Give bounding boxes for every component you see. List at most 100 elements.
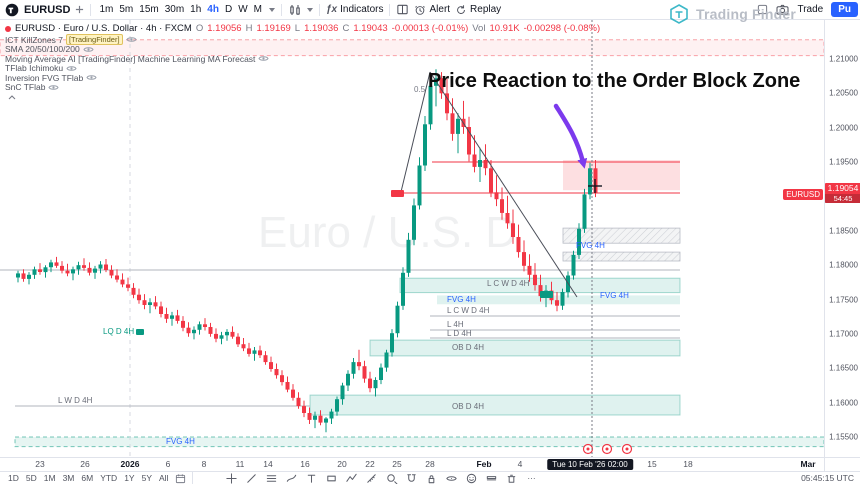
candle <box>351 362 356 374</box>
fib-retracement-icon[interactable] <box>265 472 278 484</box>
timeframe-button-M[interactable]: M <box>253 4 262 15</box>
long-position-icon[interactable] <box>485 472 498 484</box>
range-button-all[interactable]: All <box>159 473 169 483</box>
candle <box>318 415 323 423</box>
timeframe-button-1m[interactable]: 1m <box>99 4 114 15</box>
zone-label: FVG 4H <box>447 295 476 304</box>
time-axis-label: 8 <box>201 459 207 469</box>
lock-drawings-icon[interactable] <box>425 472 438 484</box>
visibility-eye-icon[interactable] <box>83 45 94 54</box>
alert-button[interactable]: Alert <box>414 4 450 16</box>
range-button-1d[interactable]: 1D <box>8 473 19 483</box>
timeframe-button-1h[interactable]: 1h <box>190 4 202 15</box>
trend-line-icon[interactable] <box>245 472 258 484</box>
symbol-button[interactable]: EURUSD <box>24 3 71 16</box>
timeframe-menu-caret-icon[interactable] <box>269 7 275 12</box>
text-tool-icon[interactable] <box>305 472 318 484</box>
candle <box>230 331 235 337</box>
layout-select-icon[interactable] <box>757 4 768 15</box>
legend-indicator-row[interactable]: Inversion FVG TFlab <box>5 73 600 83</box>
delete-drawings-icon[interactable] <box>505 472 518 484</box>
zone-label: 0.5 <box>414 85 426 94</box>
add-symbol-icon[interactable] <box>75 5 84 14</box>
chart-type-candles-icon[interactable] <box>288 3 302 17</box>
indicator-name: Inversion FVG TFlab <box>5 72 84 83</box>
candle <box>395 305 400 334</box>
timeframe-button-5m[interactable]: 5m <box>119 4 134 15</box>
timeframe-button-4h[interactable]: 4h <box>207 4 219 15</box>
top-toolbar: EURUSD 1m 5m 15m 30m 1h 4h D W M ƒx Indicators A… <box>0 0 860 20</box>
layout-templates-icon[interactable] <box>396 3 409 16</box>
toolbar-separator <box>319 3 320 16</box>
visibility-eye-icon[interactable] <box>48 83 60 92</box>
candle <box>192 329 196 334</box>
time-axis-label: 23 <box>35 459 45 469</box>
chart-type-caret-icon[interactable] <box>307 7 313 12</box>
range-button-5y[interactable]: 5Y <box>141 473 152 483</box>
hide-drawings-icon[interactable] <box>445 472 458 484</box>
legend-indicator-row[interactable]: SnC TFlab <box>5 82 600 92</box>
timeframe-button-15m[interactable]: 15m <box>139 4 159 15</box>
zigzag-pattern-icon[interactable] <box>345 472 358 484</box>
visibility-eye-icon[interactable] <box>66 64 77 73</box>
legend-indicator-row[interactable]: Moving Average AI [TradingFinder] Machin… <box>5 54 600 64</box>
candle <box>291 389 295 398</box>
ohlc-open-label: O <box>195 23 204 34</box>
timeframe-button-30m[interactable]: 30m <box>164 4 185 15</box>
range-button-5d[interactable]: 5D <box>25 473 37 483</box>
timeframe-button-W[interactable]: W <box>238 4 248 15</box>
publish-button[interactable]: Pu <box>831 2 858 17</box>
time-axis[interactable]: 232620266811141620222528Feb461518Mar Tue… <box>0 457 824 471</box>
tradingview-logo-icon[interactable] <box>5 3 19 17</box>
visibility-eye-icon[interactable] <box>125 35 137 44</box>
legend-collapse-button[interactable] <box>5 93 19 101</box>
utc-clock[interactable]: 05:45:15 UTC <box>801 473 854 483</box>
legend-main-row[interactable]: EURUSD · Euro / U.S. Dollar · 4h · FXCM … <box>5 22 600 35</box>
candle <box>60 265 64 271</box>
range-button-1m[interactable]: 1M <box>43 473 56 483</box>
candle <box>417 165 422 206</box>
zoom-icon[interactable] <box>385 472 399 484</box>
screenshot-camera-icon[interactable] <box>776 4 789 15</box>
time-axis-label: 16 <box>300 459 310 469</box>
go-to-date-calendar-icon[interactable] <box>175 473 186 484</box>
tradingfinder-brand-name: Trading Finder <box>696 6 797 22</box>
range-button-3m[interactable]: 3M <box>62 473 75 483</box>
chart-canvas[interactable]: L C W D 4H FVG 4H FVG 4H FVG 4H L C W D 4H L … <box>0 20 824 457</box>
candle <box>379 367 383 380</box>
drawing-tools-group <box>225 472 538 484</box>
brush-icon[interactable] <box>285 472 298 484</box>
candle <box>307 413 312 420</box>
candle <box>368 378 372 389</box>
smiley-icon[interactable] <box>465 472 478 484</box>
more-options-icon[interactable] <box>525 472 538 484</box>
legend-indicator-row[interactable]: SMA 20/50/100/200 <box>5 44 600 54</box>
axis-corner[interactable] <box>824 457 860 471</box>
timeframe-button-D[interactable]: D <box>224 4 233 15</box>
trade-button[interactable]: Trade <box>797 4 824 15</box>
candle <box>329 411 334 419</box>
legend-indicator-row[interactable]: TFlab Ichimoku <box>5 63 600 73</box>
ruler-icon[interactable] <box>365 472 378 484</box>
range-button-ytd[interactable]: YTD <box>100 473 118 483</box>
indicator-name: ICT KillZones 7 <box>5 34 63 45</box>
chart-area[interactable]: Euro / U.S. D L C W D 4H FVG 4H FVG 4H FVG … <box>0 20 824 457</box>
zone-order-block-supply <box>563 160 680 191</box>
price-axis[interactable]: 1.21000 1.20500 1.20000 1.19500 1.18500 1.180… <box>824 20 860 457</box>
magnet-icon[interactable] <box>405 472 418 484</box>
alert-clock-icon <box>415 5 426 15</box>
replay-button[interactable]: Replay <box>455 4 501 16</box>
indicators-button[interactable]: ƒx Indicators <box>326 4 383 15</box>
price-axis-label: 1.19500 <box>829 157 858 167</box>
range-button-1y[interactable]: 1Y <box>124 473 135 483</box>
candle <box>247 348 251 354</box>
price-axis-label: 1.20000 <box>829 123 858 133</box>
visibility-eye-icon[interactable] <box>258 54 269 63</box>
shapes-icon[interactable] <box>325 472 338 484</box>
visibility-eye-icon[interactable] <box>86 73 97 82</box>
time-axis-label: 22 <box>365 459 375 469</box>
bottom-toolbar: 1D 5D 1M 3M 6M YTD 1Y 5Y All 05:45:15 UTC <box>0 471 860 484</box>
crosshair-icon[interactable] <box>225 472 238 484</box>
range-button-6m[interactable]: 6M <box>81 473 94 483</box>
legend-indicator-row[interactable]: ICT KillZones 7 [TradingFinder] <box>5 34 600 46</box>
